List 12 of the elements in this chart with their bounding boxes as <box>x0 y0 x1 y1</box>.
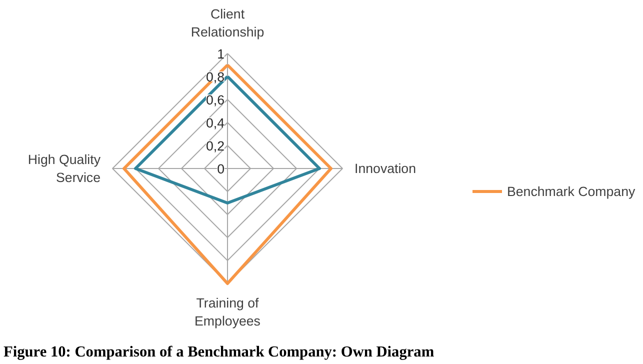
y-tick-label: 0,4 <box>206 116 226 130</box>
spoke-label: Client Relationship <box>190 6 264 40</box>
spoke-label: High Quality Service <box>28 152 101 185</box>
y-tick-label: 0,6 <box>206 92 225 108</box>
spoke-label: Training of Employees <box>194 296 261 328</box>
y-tick-label: 0 <box>217 162 225 176</box>
caption: Figure 10: Comparison of a Benchmark Company: Own Diagram <box>4 344 434 360</box>
y-tick-label: 0,8 <box>206 70 225 84</box>
y-tick-label: 0,2 <box>206 138 225 154</box>
legend-label: Benchmark Company <box>507 184 636 198</box>
spoke-label: Innovation <box>354 161 416 176</box>
y-tick-label: 1 <box>217 46 225 62</box>
